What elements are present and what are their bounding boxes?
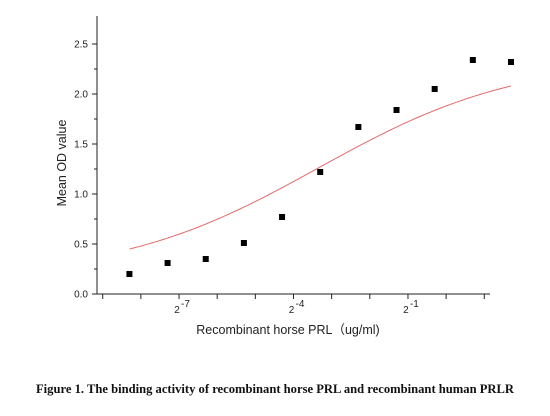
x-tick-label-1: 2-4 <box>289 299 305 316</box>
data-point-3 <box>240 240 247 246</box>
y-axis-title: Mean OD value <box>55 120 69 207</box>
x-axis-title: Recombinant horse PRL（ug/ml) <box>196 323 379 337</box>
axes <box>96 16 490 295</box>
y-tick-label-0: 0.0 <box>74 290 88 301</box>
y-tick-label-4: 2.0 <box>74 90 88 101</box>
binding-activity-chart: 0.00.51.01.52.02.5 2-72-42-1 Mean OD val… <box>55 16 514 337</box>
x-tick-label-base: 2 <box>174 305 180 316</box>
data-point-6 <box>355 124 362 130</box>
data-point-10 <box>507 59 514 65</box>
x-tick-label-power: -4 <box>296 299 305 310</box>
y-tick-label-3: 1.5 <box>74 140 88 151</box>
y-tick-label-1: 0.5 <box>74 240 88 251</box>
data-point-7 <box>393 107 400 113</box>
data-point-2 <box>202 256 209 262</box>
y-tick-label-2: 1.0 <box>74 190 88 201</box>
data-point-0 <box>126 271 133 277</box>
fit-curve <box>129 85 512 250</box>
x-tick-label-2: 2-1 <box>403 299 419 316</box>
y-ticks: 0.0 0.5 1.0 1.5 2.0 2.5 <box>74 40 97 301</box>
x-tick-label-base: 2 <box>289 305 295 316</box>
data-point-9 <box>469 57 476 63</box>
data-points <box>126 57 514 277</box>
data-point-5 <box>317 169 324 175</box>
figure-caption: Figure 1. The binding activity of recomb… <box>35 382 515 396</box>
data-point-8 <box>431 86 438 92</box>
x-ticks: 2-72-42-1 <box>102 294 485 316</box>
data-point-4 <box>279 214 286 220</box>
x-tick-label-power: -7 <box>181 299 190 310</box>
data-point-1 <box>164 260 171 266</box>
y-tick-label-5: 2.5 <box>74 40 88 51</box>
x-tick-label-base: 2 <box>403 305 409 316</box>
x-tick-label-0: 2-7 <box>174 299 190 316</box>
x-tick-label-power: -1 <box>410 299 419 310</box>
